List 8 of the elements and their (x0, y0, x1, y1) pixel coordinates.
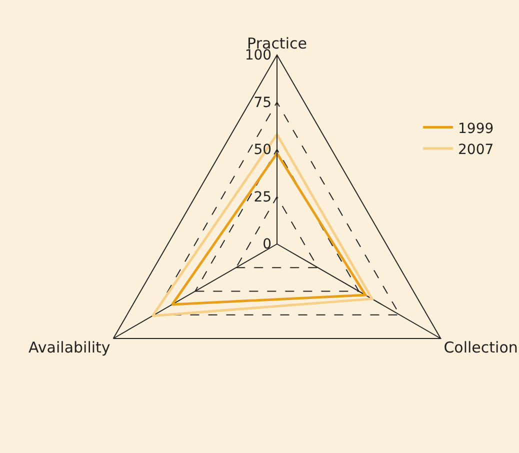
legend-label: 2007 (458, 142, 494, 158)
y-tick-label: 75 (254, 94, 272, 111)
spoke-label: Collection (444, 338, 518, 356)
y-tick-label: 50 (254, 142, 272, 158)
spoke-label: Availability (28, 338, 110, 356)
y-tick-label: 0 (262, 236, 272, 253)
legend-label: 1999 (458, 120, 494, 137)
y-tick-label: 25 (254, 189, 272, 206)
